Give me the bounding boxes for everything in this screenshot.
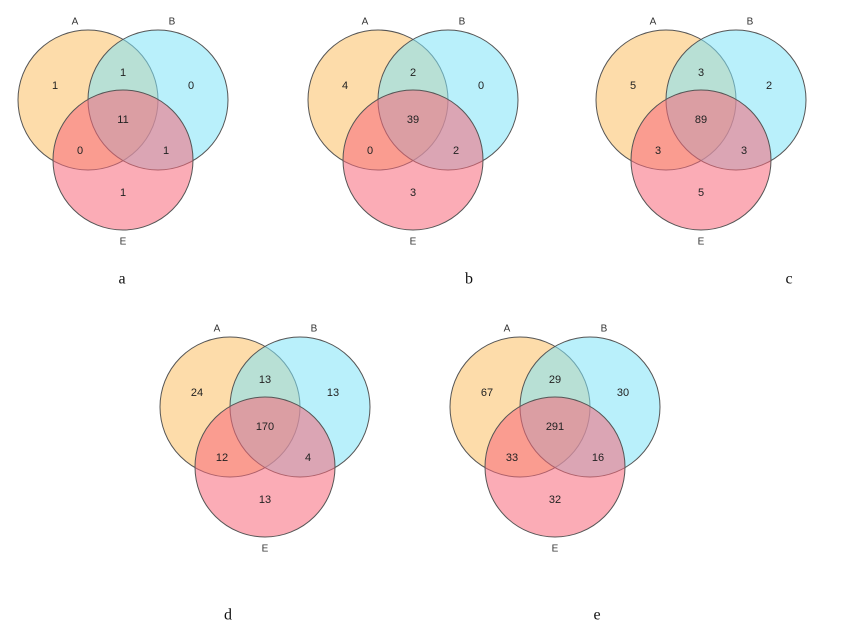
set-label: A: [504, 324, 511, 335]
region-count: 5: [630, 80, 636, 92]
region-count: 29: [549, 374, 561, 386]
set-circle: [630, 89, 772, 231]
region-count: 13: [327, 387, 339, 399]
region-count: 3: [410, 187, 416, 199]
set-circle: [52, 89, 194, 231]
region-count: 0: [478, 80, 484, 92]
set-label: A: [214, 324, 221, 335]
region-count: 2: [766, 80, 772, 92]
region-count: 3: [741, 145, 747, 157]
region-count: 1: [52, 80, 58, 92]
set-label: A: [650, 17, 657, 28]
region-count: 3: [655, 145, 661, 157]
region-count: 170: [256, 421, 274, 433]
set-label: B: [459, 17, 466, 28]
panel-label: d: [224, 607, 232, 624]
region-count: 32: [549, 494, 561, 506]
region-count: 67: [481, 387, 493, 399]
region-count: 12: [216, 452, 228, 464]
set-label: B: [311, 324, 318, 335]
venn-panel: A B E 5 3 2 89 3 3 5 c: [595, 17, 807, 288]
region-count: 291: [546, 421, 564, 433]
panel-label: e: [593, 607, 600, 624]
panel-label: b: [465, 271, 473, 288]
region-count: 4: [342, 80, 348, 92]
region-count: 11: [117, 114, 128, 126]
set-label: B: [169, 17, 176, 28]
region-count: 0: [367, 145, 373, 157]
set-label: B: [747, 17, 754, 28]
venn-panel: A B E 4 2 0 39 0 2 3 b: [307, 17, 519, 288]
region-count: 30: [617, 387, 629, 399]
region-count: 89: [695, 114, 707, 126]
region-count: 4: [305, 452, 311, 464]
set-label: E: [552, 544, 559, 555]
set-label: E: [410, 237, 417, 248]
region-count: 33: [506, 452, 518, 464]
region-count: 13: [259, 494, 271, 506]
panel-label: c: [785, 271, 792, 288]
region-count: 39: [407, 114, 419, 126]
panel-label: a: [118, 271, 125, 288]
region-count: 16: [592, 452, 604, 464]
region-count: 24: [191, 387, 203, 399]
region-count: 0: [77, 145, 83, 157]
region-count: 1: [120, 187, 126, 199]
region-count: 13: [259, 374, 271, 386]
set-label: E: [120, 237, 127, 248]
region-count: 3: [698, 67, 704, 79]
venn-panel: A B E 24 13 13 170 12 4 13 d: [159, 324, 371, 624]
region-count: 0: [188, 80, 194, 92]
set-label: E: [698, 237, 705, 248]
set-circle: [194, 396, 336, 538]
region-count: 5: [698, 187, 704, 199]
set-label: B: [601, 324, 608, 335]
set-circle: [484, 396, 626, 538]
set-label: A: [72, 17, 79, 28]
region-count: 1: [120, 67, 126, 79]
set-label: A: [362, 17, 369, 28]
region-count: 2: [410, 67, 416, 79]
region-count: 1: [163, 145, 169, 157]
region-count: 2: [453, 145, 459, 157]
set-label: E: [262, 544, 269, 555]
set-circle: [342, 89, 484, 231]
venn-panel: A B E 67 29 30 291 33 16 32 e: [449, 324, 661, 624]
